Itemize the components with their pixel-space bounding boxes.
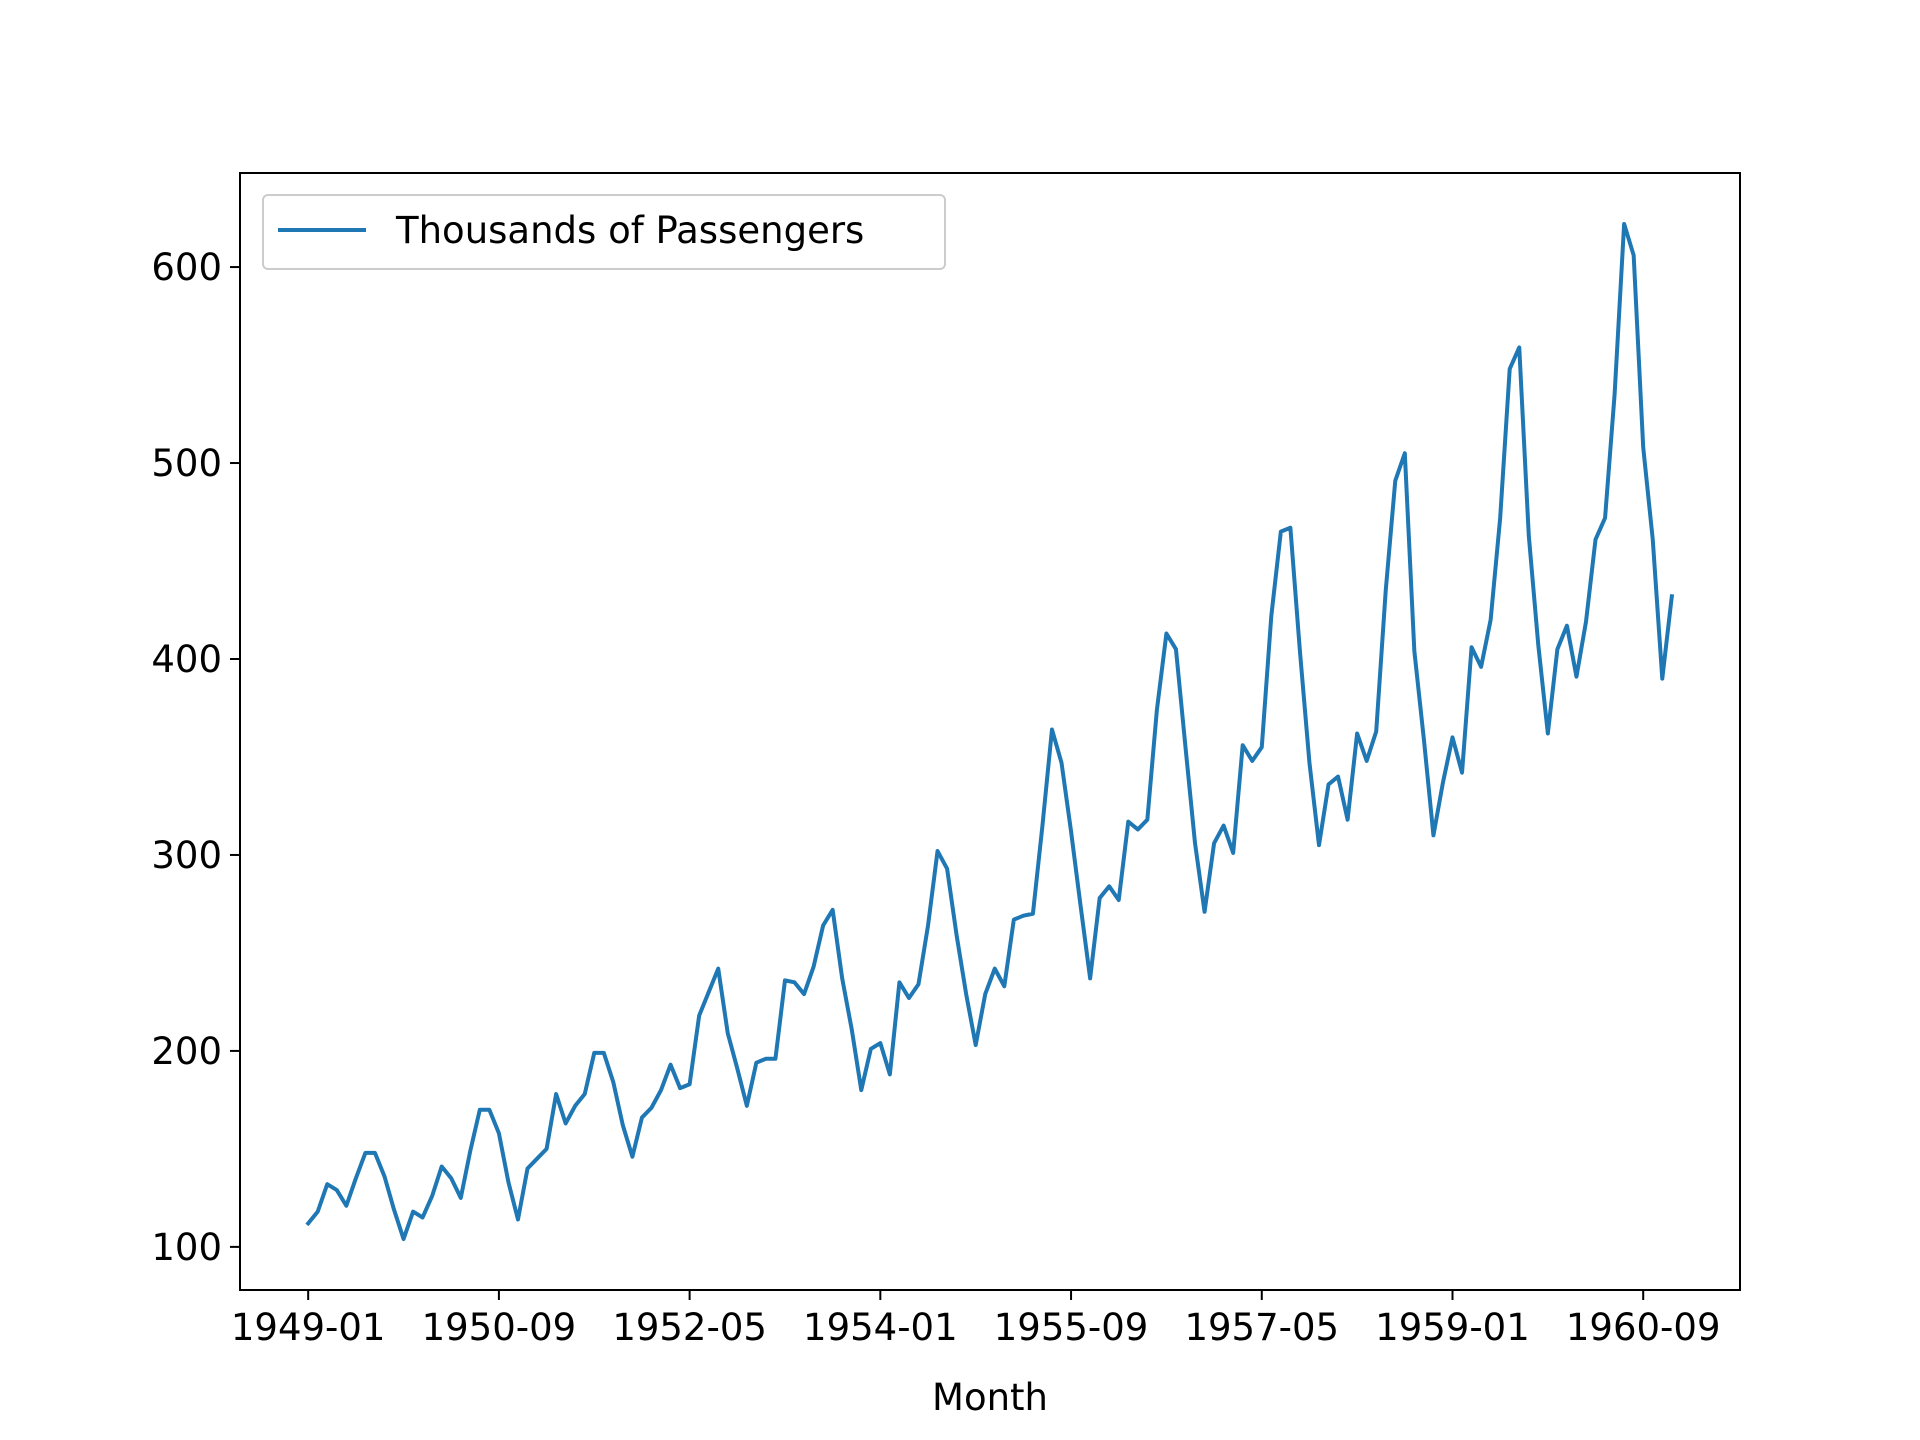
plot-frame: [239, 172, 1741, 1291]
legend-label: Thousands of Passengers: [395, 209, 864, 252]
series-line: [305, 221, 1675, 1242]
y-tick-label: 200: [151, 1030, 222, 1073]
y-axis: 100 200 300 400 500 600: [151, 246, 240, 1269]
y-tick-label: 100: [151, 1226, 222, 1269]
y-tick-label: 500: [151, 442, 222, 485]
y-tick-label: 300: [151, 834, 222, 877]
legend-box: [262, 194, 946, 270]
x-axis-title: Month: [932, 1376, 1048, 1419]
x-tick-label: 1960-09: [1566, 1306, 1721, 1349]
x-tick-label: 1952-05: [612, 1306, 767, 1349]
x-tick-label: 1959-01: [1375, 1306, 1530, 1349]
x-tick-label: 1957-05: [1184, 1306, 1339, 1349]
y-tick-label: 400: [151, 638, 222, 681]
legend: Thousands of Passengers: [262, 194, 946, 270]
series-layer: [305, 221, 1675, 1242]
x-axis: 1949-01 1950-09 1952-05 1954-01 1955-09 1957-…: [231, 1290, 1721, 1349]
x-tick-label: 1954-01: [803, 1306, 958, 1349]
y-tick-label: 600: [151, 246, 222, 289]
x-tick-label: 1955-09: [994, 1306, 1149, 1349]
x-tick-label: 1950-09: [422, 1306, 577, 1349]
x-tick-label: 1949-01: [231, 1306, 386, 1349]
